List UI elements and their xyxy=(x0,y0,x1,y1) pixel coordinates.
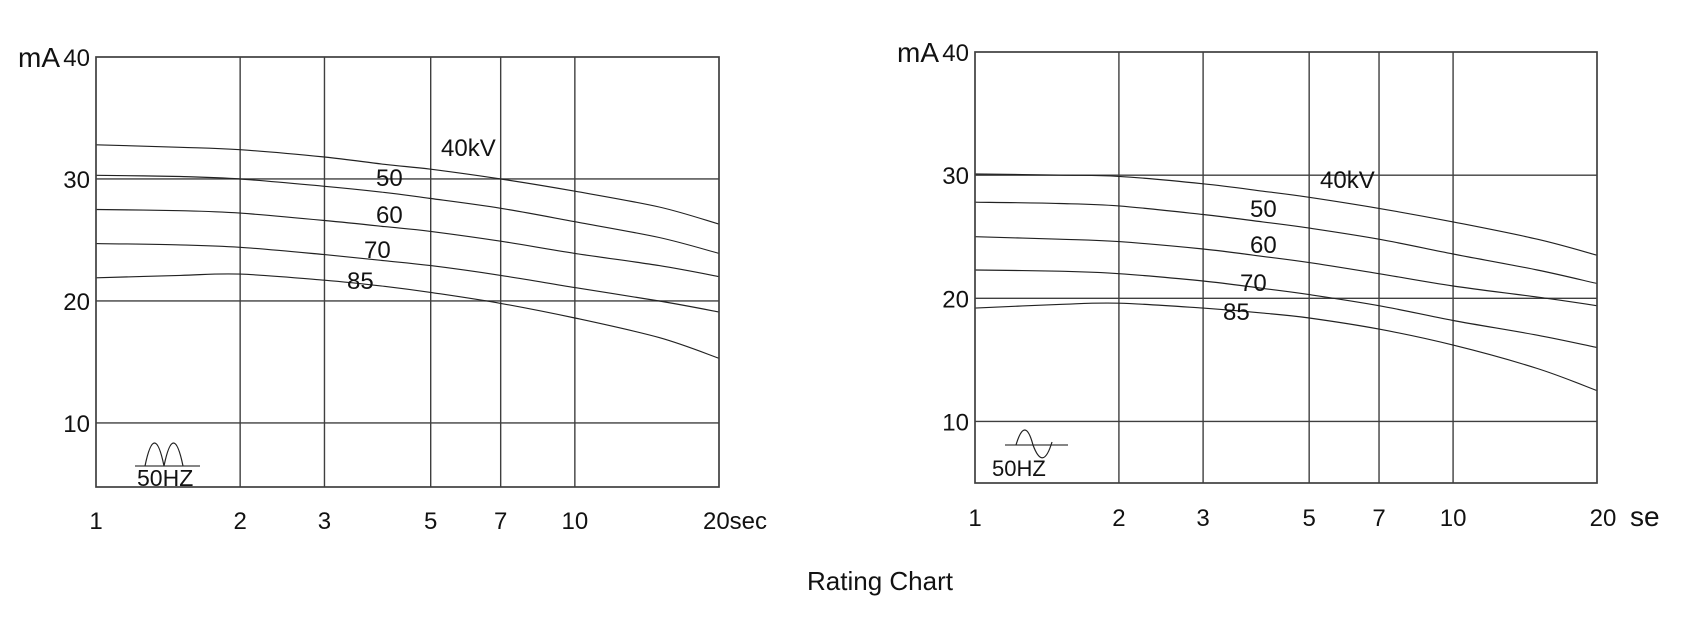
x-tick-label-20sec: 20sec xyxy=(703,508,767,535)
curve-label-40kV: 40kV xyxy=(441,135,496,162)
curve-50 xyxy=(974,201,1598,285)
y-tick-label-40: 40 xyxy=(942,40,969,67)
curve-label-85: 85 xyxy=(347,268,374,295)
curve-label-50: 50 xyxy=(1250,196,1277,223)
x-tick-label-2: 2 xyxy=(233,508,246,535)
chart-title: Rating Chart xyxy=(807,566,953,596)
y-tick-label-10: 10 xyxy=(63,411,90,438)
x-axis-unit-label: se xyxy=(1630,501,1660,532)
x-tick-label-10: 10 xyxy=(561,508,588,535)
y-tick-label-30: 30 xyxy=(63,167,90,194)
plot-border xyxy=(974,51,1598,484)
y-tick-label-20: 20 xyxy=(942,286,969,313)
curve-85 xyxy=(974,302,1598,392)
x-tick-label-5: 5 xyxy=(424,508,437,535)
chart-left: 40kV 50 60 70 85 mA 10 20 30 40 1 2 3 5 7 10 20sec 50HZ xyxy=(18,42,767,535)
curve-label-40kV: 40kV xyxy=(1320,167,1375,194)
curve-50 xyxy=(95,174,720,254)
x-tick-label-3: 3 xyxy=(1196,505,1209,532)
x-tick-label-1: 1 xyxy=(89,508,102,535)
x-tick-label-10: 10 xyxy=(1440,505,1467,532)
x-tick-label-7: 7 xyxy=(1372,505,1385,532)
curve-70 xyxy=(974,269,1598,349)
y-tick-label-30: 30 xyxy=(942,163,969,190)
curve-label-70: 70 xyxy=(1240,270,1267,297)
curve-label-70: 70 xyxy=(364,237,391,264)
plot-border xyxy=(95,56,720,488)
frequency-label: 50HZ xyxy=(137,465,193,491)
sine-waveform-icon xyxy=(1015,429,1053,459)
y-tick-label-20: 20 xyxy=(63,289,90,316)
y-axis-unit-label: mA xyxy=(18,42,60,73)
y-axis-unit-label: mA xyxy=(897,37,939,68)
x-tick-label-2: 2 xyxy=(1112,505,1125,532)
full-wave-rectified-waveform-icon xyxy=(144,442,184,467)
x-tick-label-7: 7 xyxy=(494,508,507,535)
x-tick-label-5: 5 xyxy=(1302,505,1315,532)
curve-40kV xyxy=(95,144,720,225)
y-tick-label-10: 10 xyxy=(942,409,969,436)
curve-40kV xyxy=(974,173,1598,256)
curve-label-60: 60 xyxy=(1250,232,1277,259)
x-tick-label-1: 1 xyxy=(968,505,981,532)
x-tick-label-3: 3 xyxy=(318,508,331,535)
y-tick-label-40: 40 xyxy=(63,45,90,72)
curve-70 xyxy=(95,243,720,313)
curve-label-85: 85 xyxy=(1223,299,1250,326)
curve-label-50: 50 xyxy=(376,165,403,192)
curve-label-60: 60 xyxy=(376,202,403,229)
x-tick-label-20: 20 xyxy=(1590,505,1617,532)
curve-60 xyxy=(95,208,720,278)
curve-60 xyxy=(974,236,1598,307)
curve-85 xyxy=(95,273,720,359)
frequency-label: 50HZ xyxy=(992,456,1046,481)
